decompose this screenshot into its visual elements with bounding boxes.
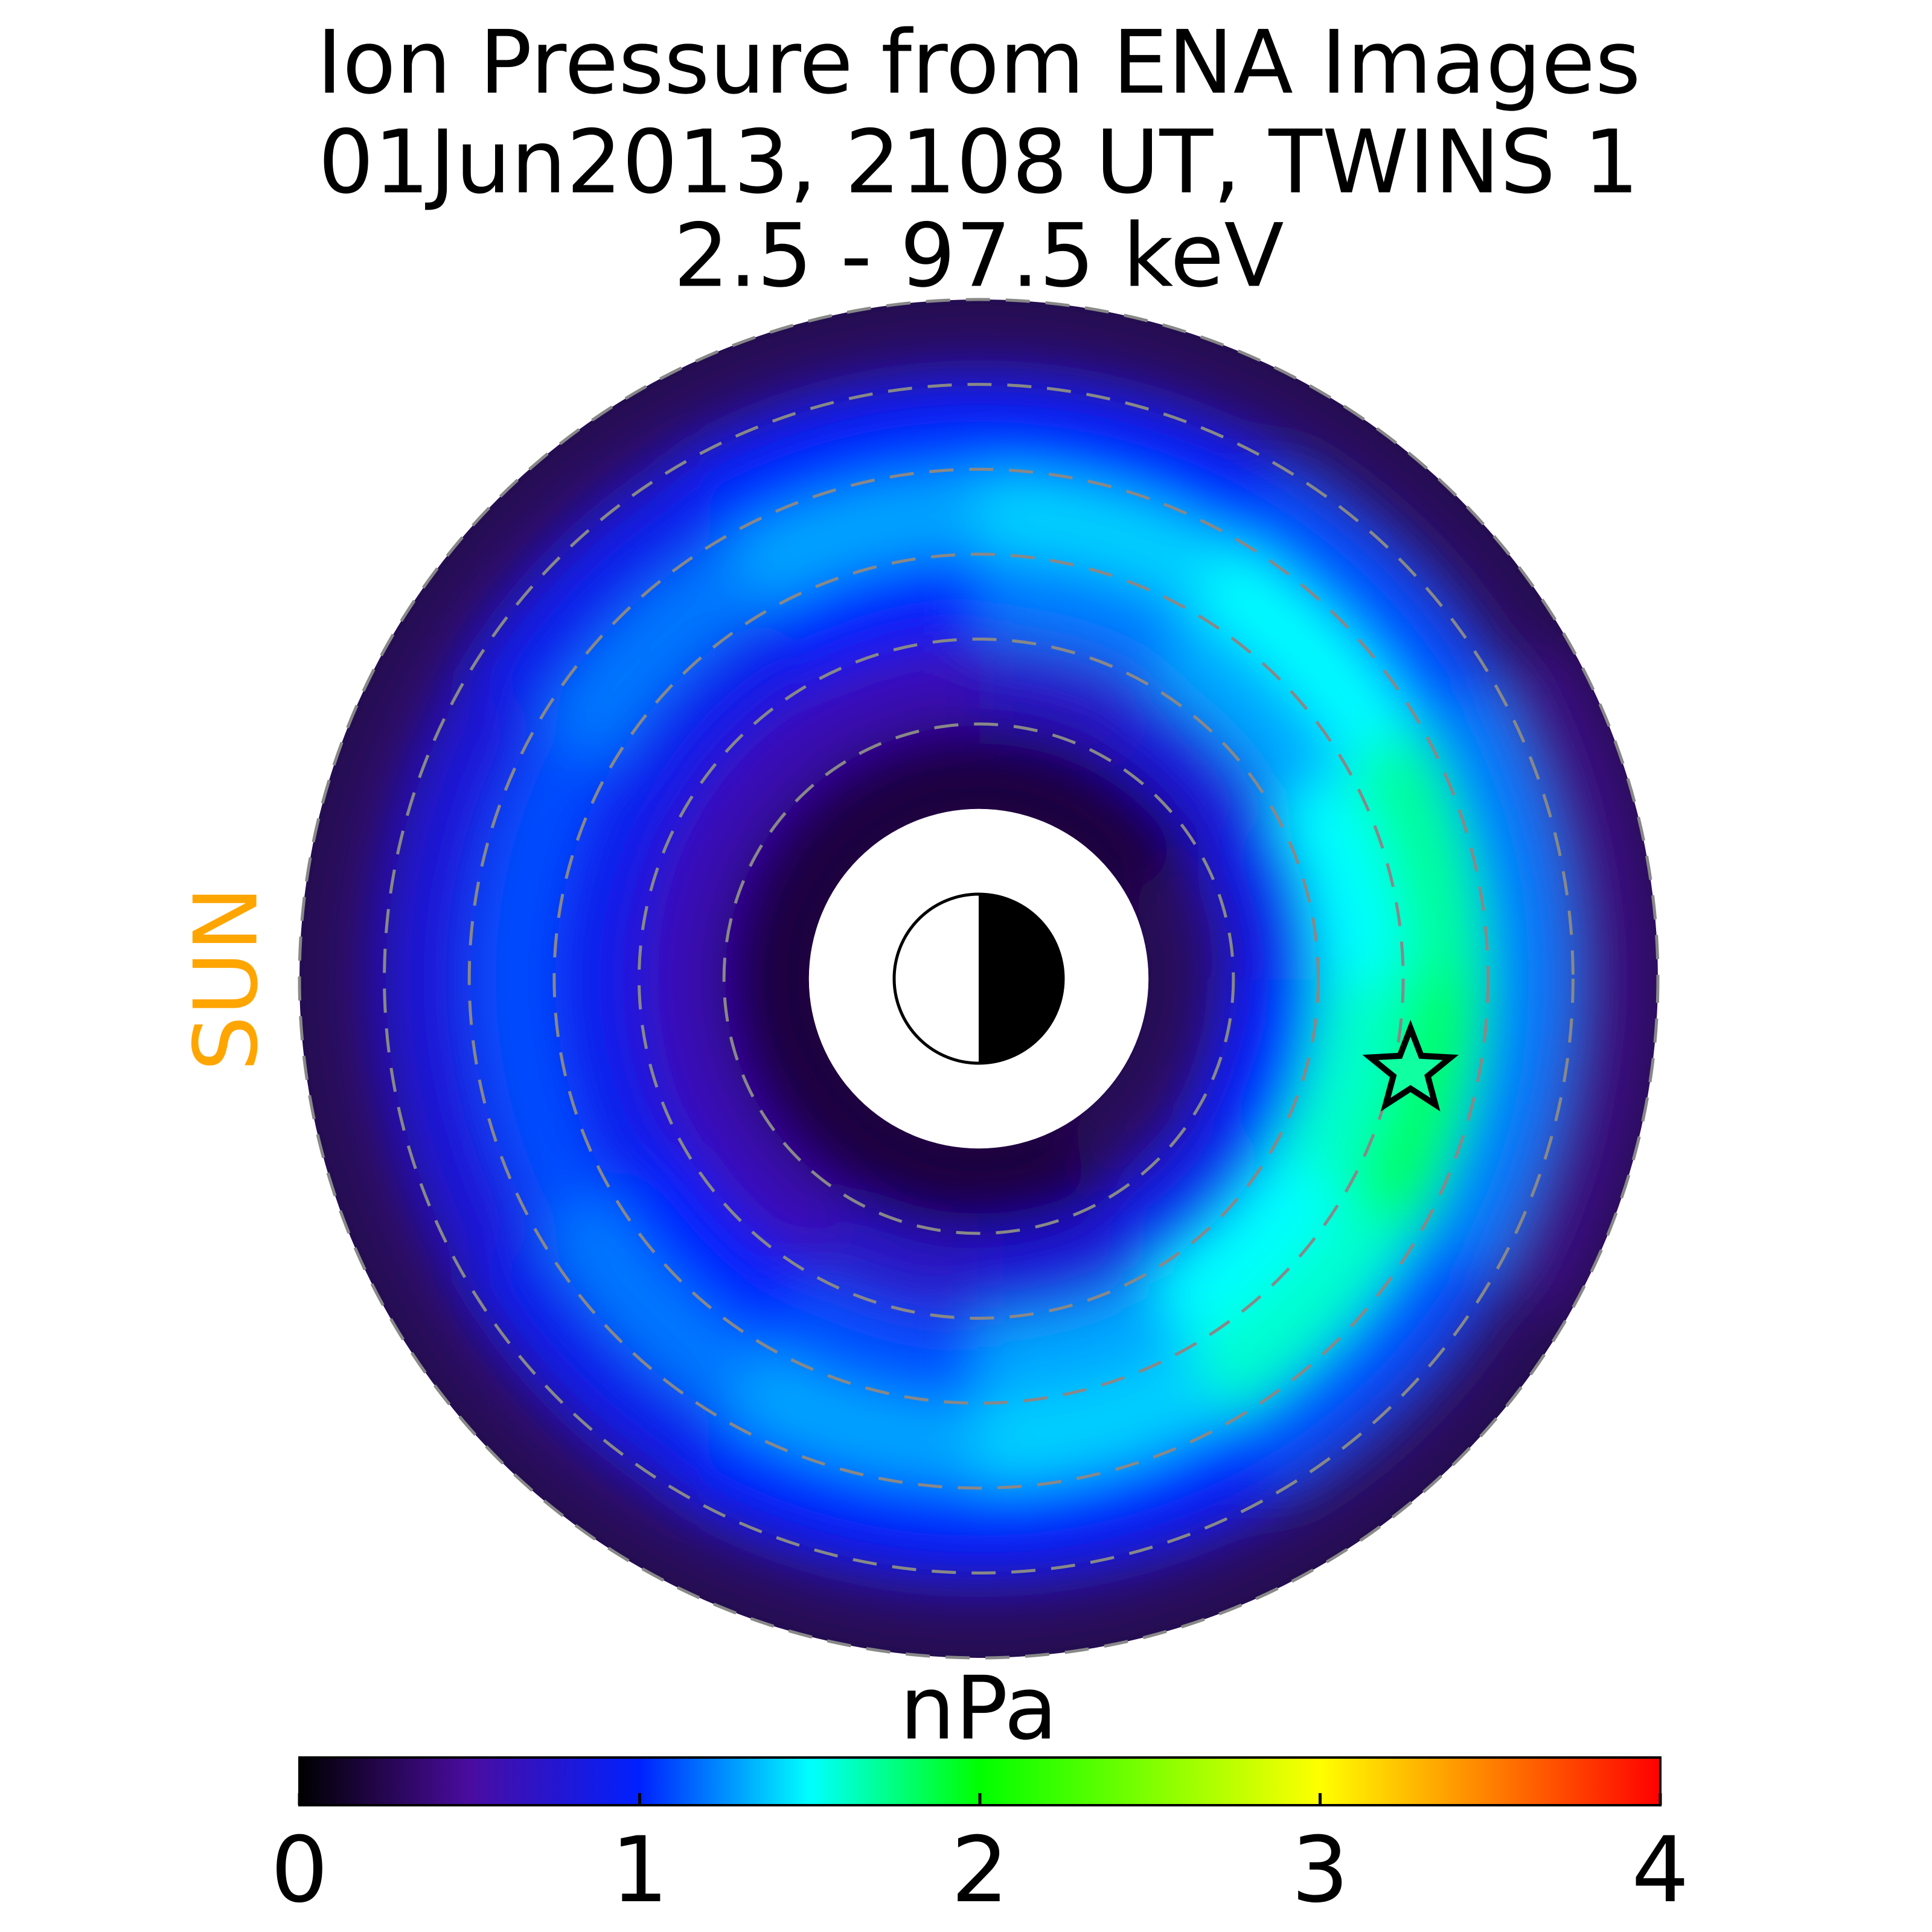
map-cells <box>299 299 1658 1658</box>
grid-circle <box>383 383 1575 1575</box>
grid-circle <box>552 552 1405 1405</box>
pressure-map <box>299 299 1658 1658</box>
title-line: 01Jun2013, 2108 UT, TWINS 1 <box>318 112 1639 214</box>
colorbar-tick-label: 1 <box>611 1818 668 1923</box>
earth-night <box>979 894 1063 1063</box>
grid-circle <box>467 467 1490 1490</box>
colorbar-tick-label: 3 <box>1291 1818 1349 1923</box>
colorbar-label: nPa <box>900 1658 1058 1760</box>
satellite-marker <box>1362 1020 1459 1112</box>
colorbar-tick-label: 4 <box>1631 1818 1689 1923</box>
grid-circle <box>638 638 1320 1320</box>
grid-circle <box>722 722 1235 1235</box>
sun-label: SUN <box>176 886 278 1072</box>
title-line: 2.5 - 97.5 keV <box>673 205 1284 307</box>
earth <box>892 892 1065 1065</box>
colorbar-ticks: 0 1 2 3 4 <box>270 1793 1689 1923</box>
colorbar-tick-label: 2 <box>951 1818 1008 1923</box>
grid-circle <box>298 298 1660 1660</box>
title-line: Ion Pressure from ENA Images <box>316 12 1640 114</box>
overlay <box>298 298 1660 1660</box>
colorbar-tick-label: 0 <box>270 1818 328 1923</box>
